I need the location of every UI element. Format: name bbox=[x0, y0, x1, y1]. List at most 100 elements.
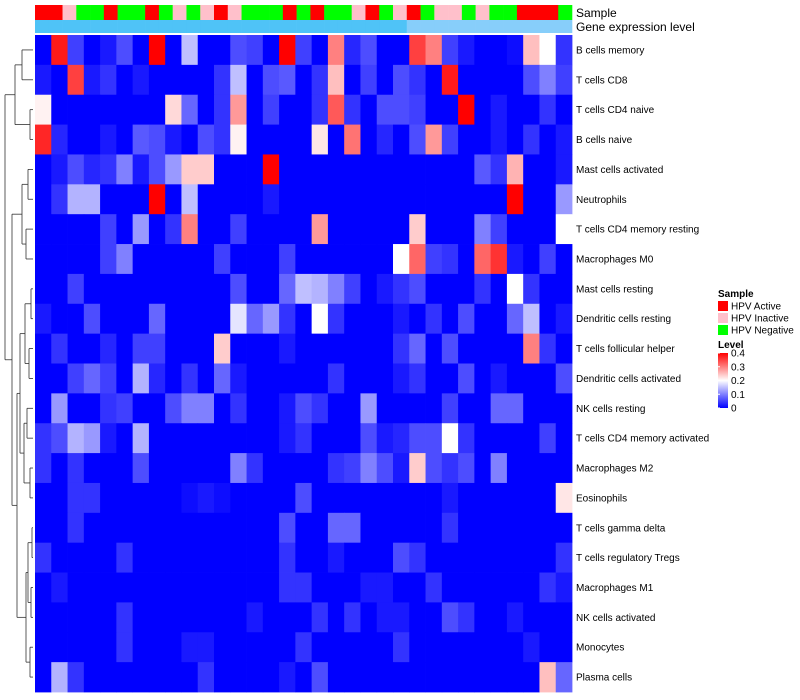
heatmap-cell bbox=[165, 393, 182, 424]
row-label: Macrophages M2 bbox=[576, 464, 654, 475]
heatmap-cell bbox=[165, 602, 182, 633]
heatmap-cell bbox=[474, 423, 492, 454]
heatmap-cell bbox=[441, 94, 459, 125]
heatmap-cell bbox=[311, 124, 329, 155]
legend-label: HPV Inactive bbox=[731, 314, 789, 325]
gene-expression-annotation-cell bbox=[241, 20, 256, 33]
gene-expression-annotation-cell bbox=[503, 20, 518, 33]
heatmap-cell bbox=[327, 423, 345, 454]
heatmap-cell bbox=[360, 632, 378, 663]
heatmap-cell bbox=[409, 124, 426, 155]
heatmap-cell bbox=[83, 363, 101, 394]
heatmap-cell bbox=[279, 393, 296, 424]
heatmap-cell bbox=[35, 393, 52, 424]
sample-annotation-cell bbox=[558, 5, 573, 20]
heatmap-cell bbox=[523, 572, 540, 603]
row-label: T cells follicular helper bbox=[576, 344, 675, 355]
heatmap-cell bbox=[474, 572, 492, 603]
heatmap-cell bbox=[83, 453, 101, 484]
gene-expression-annotation-cell bbox=[516, 20, 531, 33]
gene-expression-annotation-cell bbox=[48, 20, 63, 33]
heatmap-cell bbox=[327, 64, 345, 96]
heatmap-cell bbox=[490, 602, 508, 633]
heatmap-cell bbox=[279, 244, 296, 275]
heatmap-cell bbox=[295, 184, 313, 215]
heatmap-cell bbox=[360, 602, 378, 633]
heatmap-cell bbox=[506, 64, 524, 96]
heatmap-cell bbox=[132, 453, 150, 484]
heatmap-cell bbox=[311, 184, 329, 215]
heatmap-cell bbox=[214, 184, 231, 215]
heatmap-cell bbox=[506, 542, 524, 573]
heatmap-cell bbox=[214, 154, 231, 185]
heatmap-cell bbox=[83, 423, 101, 454]
heatmap-cell bbox=[344, 64, 361, 96]
gene-expression-annotation-cell bbox=[35, 20, 50, 33]
sample-annotation-cell bbox=[461, 5, 476, 20]
heatmap-cell bbox=[181, 542, 199, 573]
heatmap-cell bbox=[425, 64, 443, 96]
heatmap-cell bbox=[409, 184, 426, 215]
heatmap-cell bbox=[100, 184, 117, 215]
heatmap-cell bbox=[441, 542, 459, 573]
heatmap-cell bbox=[539, 602, 557, 633]
heatmap-cell bbox=[116, 154, 134, 185]
heatmap-cell bbox=[474, 35, 492, 66]
heatmap-cell bbox=[376, 333, 394, 364]
heatmap-cell bbox=[458, 602, 475, 633]
heatmap-cell bbox=[539, 124, 557, 155]
heatmap-cell bbox=[246, 184, 264, 215]
heatmap-cell bbox=[67, 512, 85, 544]
heatmap-cell bbox=[311, 632, 329, 663]
heatmap-cell bbox=[376, 542, 394, 573]
heatmap-cell bbox=[132, 602, 150, 633]
heatmap-cell bbox=[35, 333, 52, 364]
heatmap-cell bbox=[67, 542, 85, 573]
heatmap-cell bbox=[100, 154, 117, 185]
heatmap-cell bbox=[165, 244, 182, 275]
gene-expression-annotation-cell bbox=[200, 20, 215, 33]
heatmap-cell bbox=[311, 303, 329, 335]
heatmap-cell bbox=[279, 184, 296, 215]
heatmap-cell bbox=[83, 303, 101, 335]
heatmap-cell bbox=[262, 363, 280, 394]
heatmap-cell bbox=[214, 632, 231, 663]
heatmap-cell bbox=[555, 214, 573, 245]
heatmap-cell bbox=[327, 572, 345, 603]
heatmap-cell bbox=[67, 393, 85, 424]
heatmap-cell bbox=[197, 154, 215, 185]
heatmap-cell bbox=[360, 363, 378, 394]
heatmap-cell bbox=[197, 124, 215, 155]
heatmap-cell bbox=[344, 393, 361, 424]
heatmap-cell bbox=[214, 124, 231, 155]
heatmap-cell bbox=[490, 482, 508, 514]
heatmap-cell bbox=[262, 333, 280, 364]
heatmap-cell bbox=[67, 154, 85, 185]
heatmap-cell bbox=[230, 35, 247, 66]
heatmap-cell bbox=[458, 423, 475, 454]
sample-annotation-cell bbox=[434, 5, 449, 20]
heatmap-cell bbox=[100, 393, 117, 424]
heatmap-cell bbox=[35, 482, 52, 514]
heatmap-cell bbox=[409, 64, 426, 96]
heatmap-cell bbox=[165, 94, 182, 125]
heatmap-cell bbox=[360, 572, 378, 603]
sample-annotation-cell bbox=[544, 5, 559, 20]
heatmap-cell bbox=[197, 512, 215, 544]
heatmap-cell bbox=[344, 184, 361, 215]
heatmap-cell bbox=[327, 542, 345, 573]
heatmap-cell bbox=[409, 333, 426, 364]
row-label: T cells CD8 bbox=[576, 75, 628, 86]
heatmap-cell bbox=[474, 602, 492, 633]
sample-annotation-cell bbox=[448, 5, 463, 20]
heatmap-cell bbox=[67, 632, 85, 663]
heatmap-cell bbox=[295, 602, 313, 633]
heatmap-cell bbox=[474, 512, 492, 544]
heatmap-cell bbox=[197, 244, 215, 275]
heatmap-cell bbox=[311, 94, 329, 125]
heatmap-cell bbox=[376, 184, 394, 215]
heatmap-cell bbox=[279, 482, 296, 514]
heatmap-cell bbox=[441, 124, 459, 155]
heatmap-cell bbox=[506, 124, 524, 155]
